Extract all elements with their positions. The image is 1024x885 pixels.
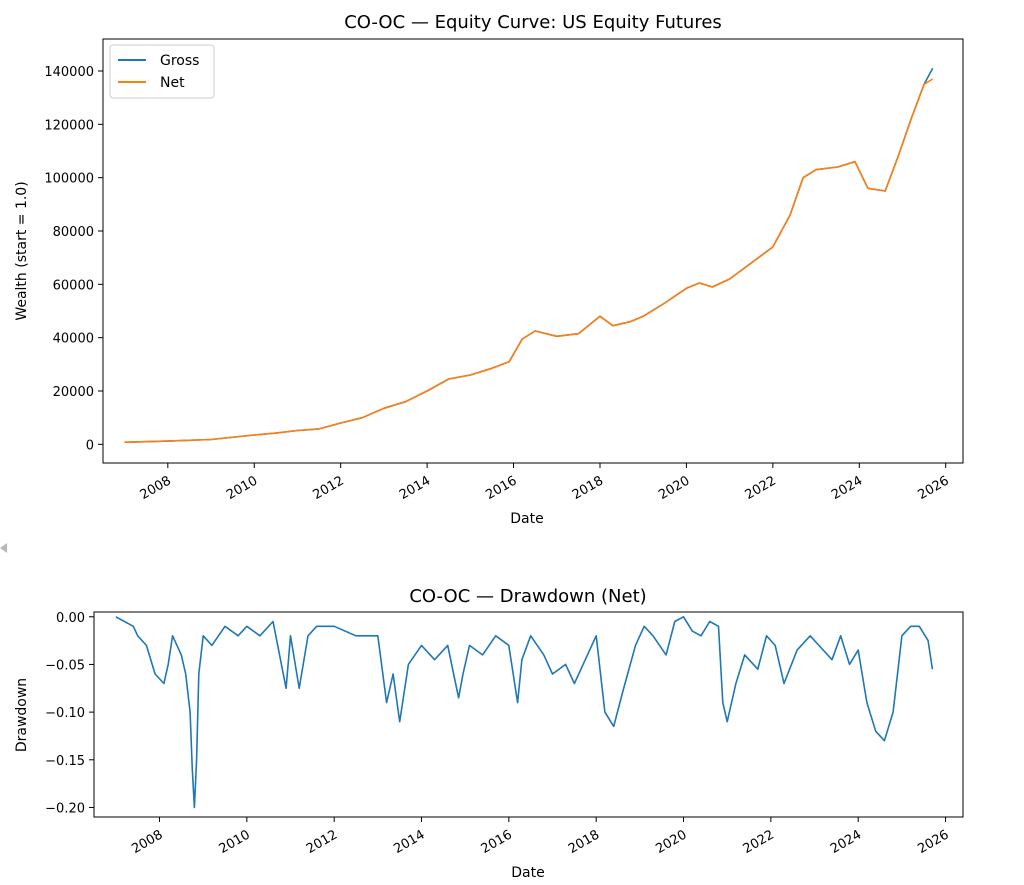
x-tick-label: 2020 [656,473,692,503]
x-tick-label: 2008 [138,473,174,503]
x-tick-label: 2010 [224,473,260,503]
y-tick-label: 80000 [53,225,94,240]
equity-y-axis-label: Wealth (start = 1.0) [14,181,30,320]
x-tick-label: 2018 [566,827,602,857]
x-tick-label: 2024 [829,473,865,503]
x-tick-label: 2012 [304,827,340,857]
y-tick-label: 120000 [44,118,94,133]
x-tick-label: 2020 [653,827,689,857]
y-tick-label: 140000 [44,65,94,80]
x-tick-label: 2014 [391,827,427,857]
drawdown-chart: CO-OC — Drawdown (Net) Date Drawdown 0.0… [14,586,964,881]
y-tick-label: −0.05 [45,658,85,673]
legend-box [109,44,215,99]
x-tick-label: 2010 [217,827,253,857]
y-tick-label: 20000 [53,385,94,400]
y-tick-label: 60000 [53,278,94,293]
series-line-net [124,78,934,443]
x-tick-label: 2008 [129,827,165,857]
x-tick-label: 2024 [828,827,864,857]
x-tick-label: 2026 [915,827,951,857]
x-tick-label: 2022 [743,473,779,503]
drawdown-chart-title: CO-OC — Drawdown (Net) [409,586,646,607]
x-tick-label: 2014 [397,473,433,503]
y-tick-label: −0.10 [45,706,85,721]
equity-curve-chart: CO-OC — Equity Curve: US Equity Futures … [14,12,964,527]
y-tick-label: 40000 [53,332,94,347]
equity-chart-title: CO-OC — Equity Curve: US Equity Futures [344,12,722,33]
series-line-gross [124,67,934,443]
y-tick-label: 0 [86,438,94,453]
x-tick-label: 2016 [483,473,519,503]
equity-x-axis-label: Date [510,511,543,527]
drawdown-y-axis-label: Drawdown [14,678,30,752]
x-tick-label: 2018 [570,473,606,503]
x-tick-label: 2026 [916,473,952,503]
x-tick-label: 2022 [741,827,777,857]
y-tick-label: −0.15 [45,754,85,769]
equity-legend: Gross Net [109,44,215,99]
y-tick-label: 100000 [44,172,94,187]
y-tick-label: 0.00 [56,611,85,626]
legend-gross-label: Gross [160,53,199,69]
collapse-arrow-icon[interactable] [0,543,7,553]
drawdown-plot-frame [93,611,964,818]
x-tick-label: 2012 [311,473,347,503]
x-tick-label: 2016 [479,827,515,857]
y-tick-label: −0.20 [45,801,85,816]
legend-net-label: Net [160,75,185,91]
drawdown-x-axis-label: Date [511,865,544,881]
series-line-drawdown [115,615,934,809]
equity-plot-frame [102,38,964,464]
